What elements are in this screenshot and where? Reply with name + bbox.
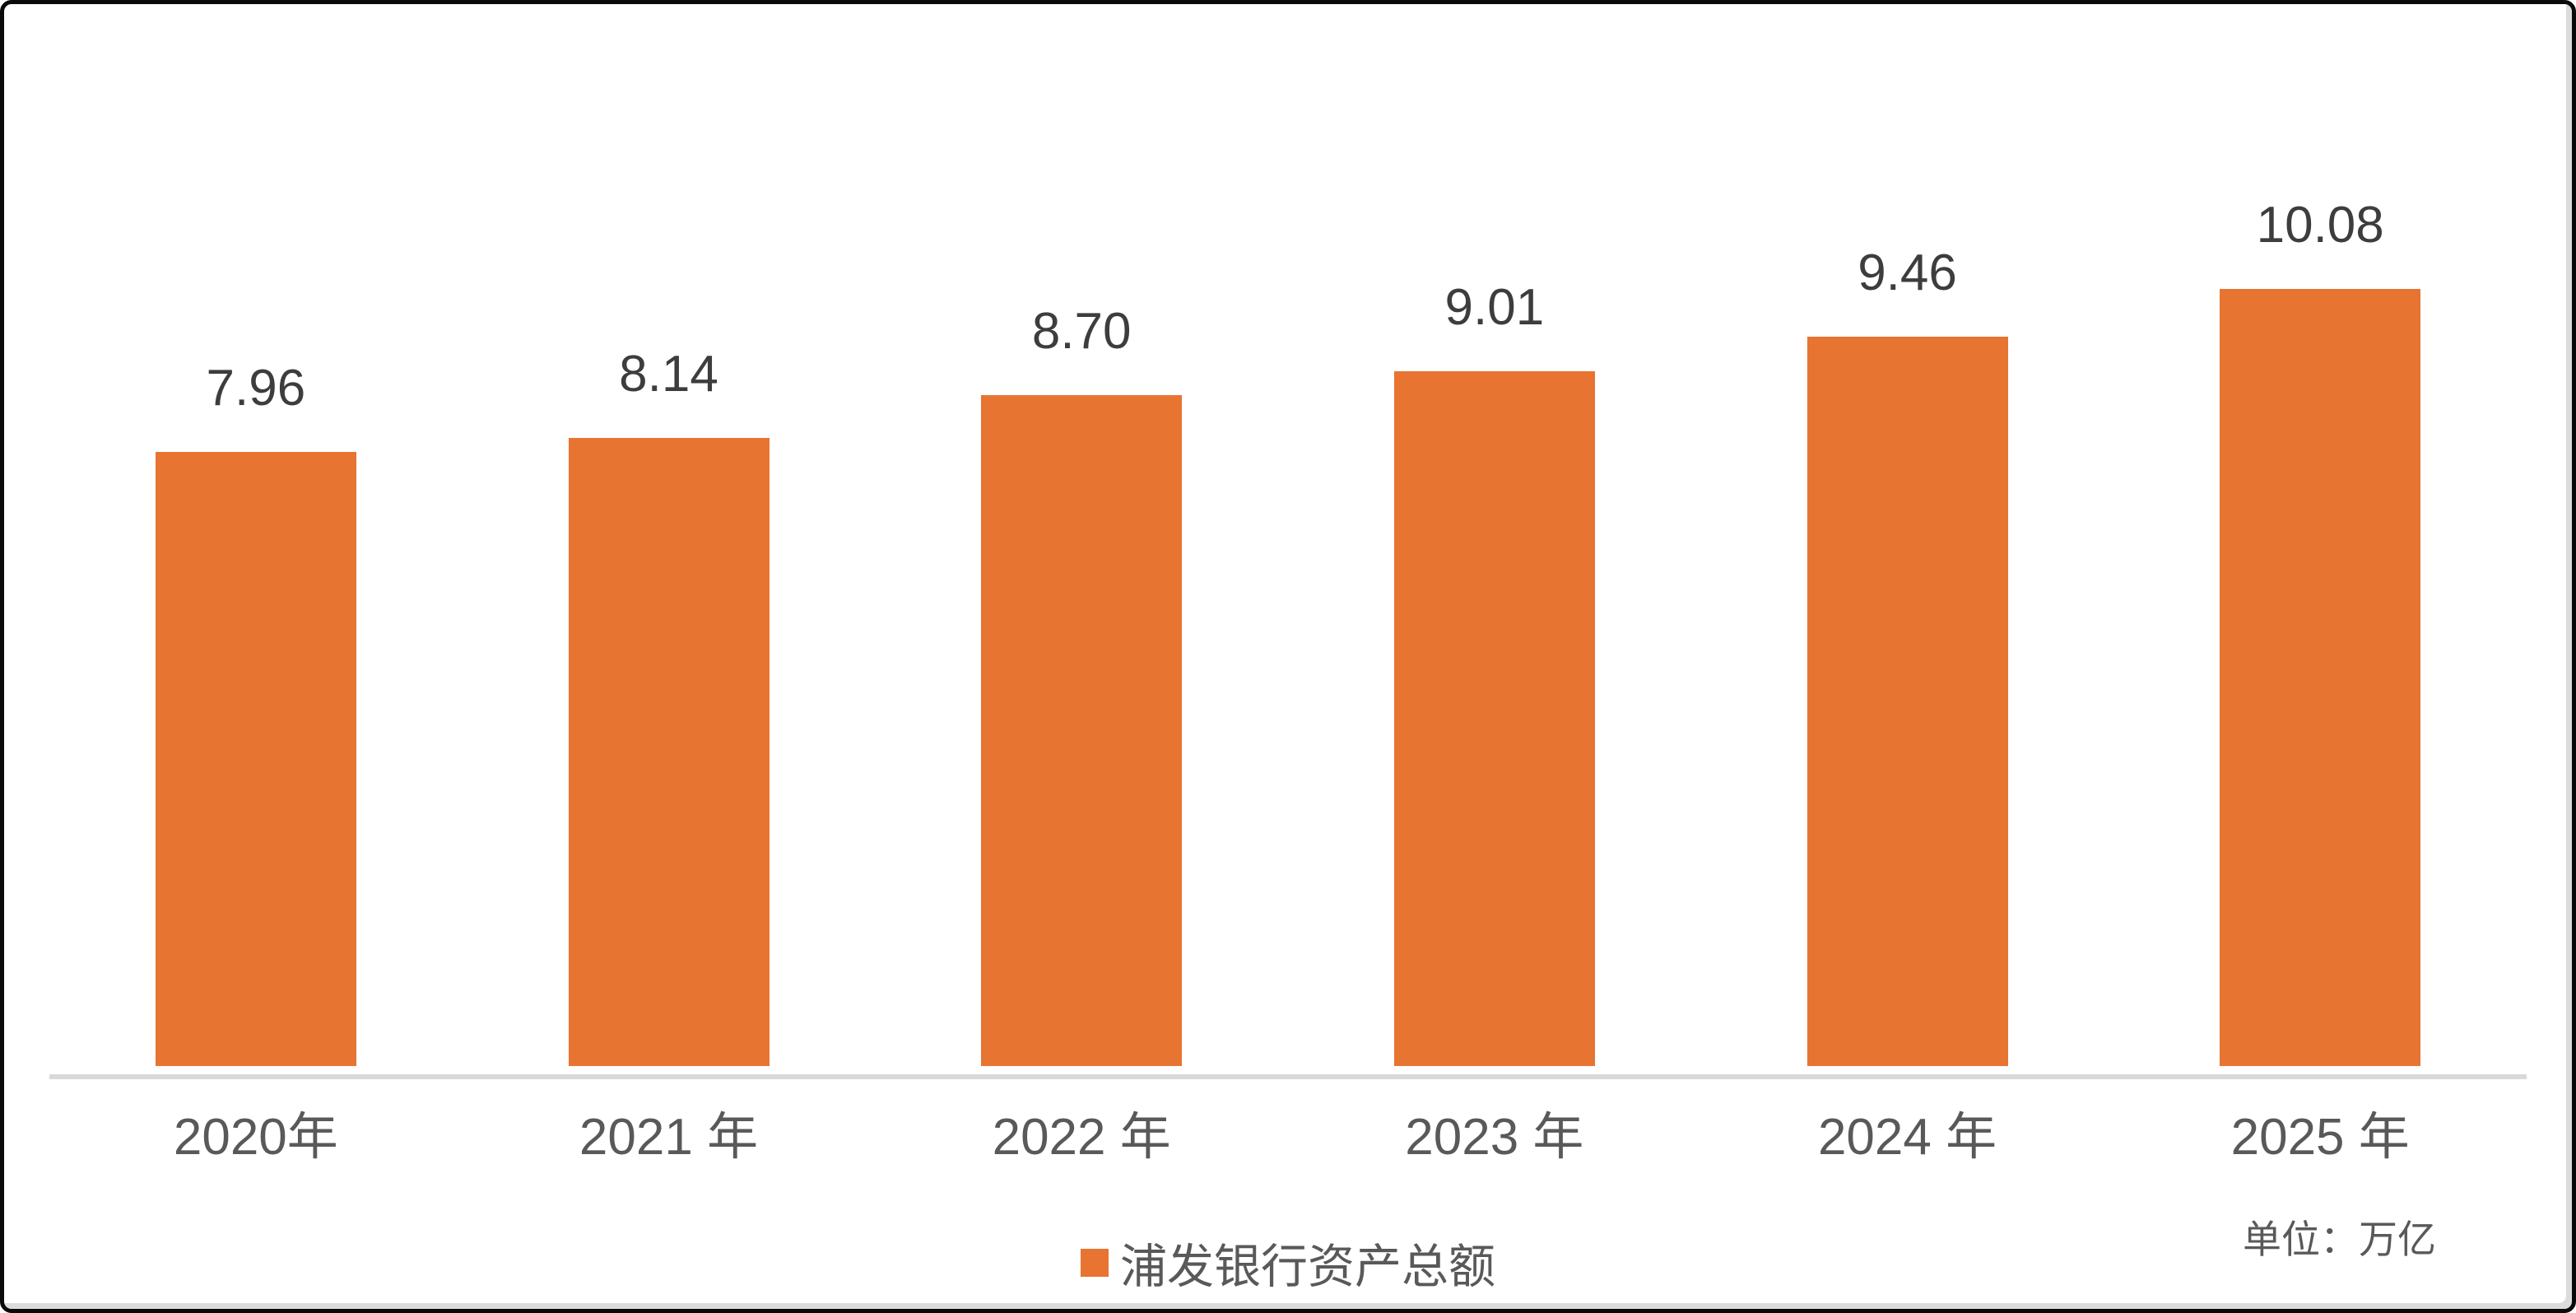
bar-value-label: 7.96 [206,359,306,417]
bar [1393,371,1595,1066]
plot-area: 7.96 8.14 8.70 9.01 9.46 10.08 [49,4,2527,1066]
x-axis-tick-labels: 2020年 2021 年 2022 年 2023 年 2024 年 2025 年 [49,1107,2527,1168]
bar [981,395,1183,1066]
legend-series-label: 浦发银行资产总额 [1120,1241,1495,1293]
bar-slot: 8.14 [463,345,876,1066]
bar [2220,289,2421,1066]
legend-marker-square-icon [1081,1249,1109,1277]
bar-slot: 8.70 [875,302,1288,1066]
bar-slot: 10.08 [2113,196,2527,1066]
unit-note: 单位：万亿 [2243,1218,2436,1261]
x-axis-tick-label: 2025 年 [2230,1109,2410,1166]
legend: 浦发银行资产总额 [4,1229,2572,1297]
x-axis-tick-label: 2021 年 [579,1109,759,1166]
bar-value-label: 9.46 [1858,244,1957,301]
bar-slot: 7.96 [49,359,463,1066]
x-axis-tick-label: 2020年 [173,1109,338,1166]
bar-value-label: 10.08 [2256,196,2384,254]
bar-value-label: 8.70 [1031,302,1132,360]
bar [568,438,770,1066]
bar [155,452,356,1066]
x-axis-tick-label: 2024 年 [1817,1109,1997,1166]
bar [1806,337,2008,1066]
bar-value-label: 9.01 [1444,278,1545,336]
bar-value-label: 8.14 [619,345,718,403]
x-axis-tick-label: 2023 年 [1405,1109,1584,1166]
bar-slot: 9.46 [1701,244,2114,1066]
x-axis-line [49,1074,2527,1079]
bar-slot: 9.01 [1288,278,1701,1066]
x-axis-tick-label: 2022 年 [992,1109,1171,1166]
